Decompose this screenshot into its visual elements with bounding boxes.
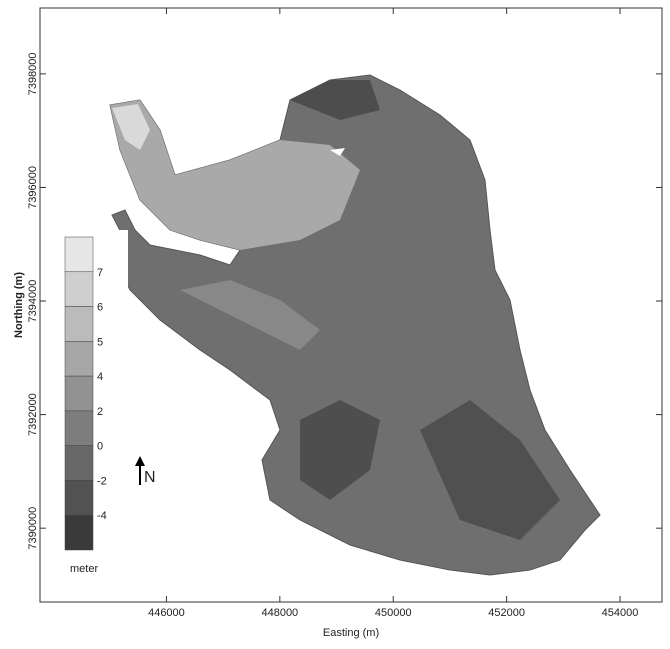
colorbar-swatch: [65, 515, 93, 550]
colorbar-swatch: [65, 237, 93, 272]
colorbar-title: meter: [70, 563, 98, 575]
map-figure: 7 6 5 4 2 0 -2 -4 meter N Easting (m) Northing (…: [0, 0, 670, 644]
colorbar-label: -4: [97, 510, 107, 522]
colorbar-label: -2: [97, 475, 107, 487]
x-tick-label: 446000: [148, 607, 185, 619]
x-axis-label: Easting (m): [323, 627, 379, 639]
colorbar-swatch: [65, 480, 93, 515]
y-tick-label: 7398000: [27, 52, 39, 95]
colorbar-label: 2: [97, 406, 103, 418]
x-tick-label: 448000: [261, 607, 298, 619]
colorbar-swatch: [65, 446, 93, 481]
y-axis-label: Northing (m): [13, 272, 25, 338]
colorbar-label: 0: [97, 441, 103, 453]
colorbar-swatch: [65, 307, 93, 342]
colorbar-swatch: [65, 272, 93, 307]
y-tick-label: 7392000: [27, 393, 39, 436]
y-tick-label: 7396000: [27, 166, 39, 209]
colorbar-swatch: [65, 341, 93, 376]
colorbar: 7 6 5 4 2 0 -2 -4 meter: [58, 230, 128, 582]
colorbar-swatch: [65, 376, 93, 411]
colorbar-label: 4: [97, 371, 103, 383]
x-tick-label: 450000: [375, 607, 412, 619]
x-tick-label: 452000: [488, 607, 525, 619]
y-tick-label: 7394000: [27, 280, 39, 323]
colorbar-label: 5: [97, 336, 103, 348]
colorbar-label: 7: [97, 267, 103, 279]
x-tick-label: 454000: [602, 607, 639, 619]
colorbar-swatch: [65, 411, 93, 446]
colorbar-label: 6: [97, 302, 103, 314]
y-tick-label: 7390000: [27, 507, 39, 550]
north-label: N: [144, 469, 156, 486]
